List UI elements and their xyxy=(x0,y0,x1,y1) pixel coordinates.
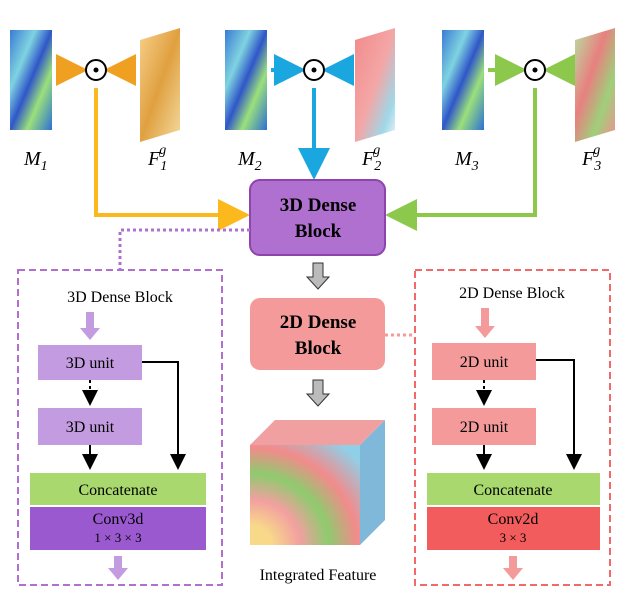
cube-front xyxy=(250,445,360,545)
map-image xyxy=(10,30,52,130)
feature-label: F3g xyxy=(581,143,601,174)
unit-box xyxy=(38,345,142,380)
panel-3d: 3D Dense Block 3D unit 3D unit Concatena… xyxy=(17,269,223,586)
arrow xyxy=(503,556,523,580)
arrow xyxy=(385,88,537,231)
cube-side xyxy=(360,420,385,545)
input-arrows xyxy=(56,54,575,231)
arrow xyxy=(475,308,495,338)
dot xyxy=(93,67,99,73)
map-label: M3 xyxy=(454,148,479,174)
arrow xyxy=(80,312,100,340)
conv-box xyxy=(30,507,206,550)
gray-arrow xyxy=(305,262,331,290)
conv-label: Conv2d xyxy=(488,511,539,528)
block-3d xyxy=(249,179,386,256)
dotted-link xyxy=(118,228,250,270)
dot xyxy=(532,67,538,73)
map-image xyxy=(442,30,484,130)
arrow xyxy=(108,556,128,580)
map-image xyxy=(225,30,267,130)
output-label: Integrated Feature xyxy=(260,567,377,584)
unit-label: 3D unit xyxy=(66,355,115,372)
arrow xyxy=(94,88,250,231)
map-label: M2 xyxy=(237,148,262,174)
feature-image xyxy=(140,28,180,142)
concat-label: Concatenate xyxy=(473,482,552,499)
feature-label: F2g xyxy=(361,143,381,174)
panel-border xyxy=(17,269,223,586)
block-2d xyxy=(250,298,385,370)
odot-centers xyxy=(93,67,538,73)
panel-2d: 2D Dense Block 2D unit 2D unit Concatena… xyxy=(414,269,611,586)
panel-title: 2D Dense Block xyxy=(459,285,565,302)
feature-image xyxy=(575,28,615,142)
feature-image xyxy=(355,28,395,142)
feature-label: F1g xyxy=(147,143,167,174)
cube xyxy=(250,420,385,545)
panel-title: 3D Dense Block xyxy=(67,289,173,306)
unit-label: 3D unit xyxy=(66,419,115,436)
block-3d-label: 3D Dense xyxy=(280,195,357,216)
kernel-label: 3 × 3 xyxy=(500,530,527,545)
unit-box xyxy=(432,408,536,445)
conv-label: Conv3d xyxy=(93,511,144,528)
block-2d-label: Block xyxy=(295,338,342,359)
unit-box xyxy=(432,343,536,380)
gray-arrow xyxy=(305,379,331,407)
panel-border xyxy=(414,269,611,586)
arrow xyxy=(536,359,582,470)
unit-box xyxy=(38,408,142,445)
conv-box xyxy=(427,507,600,550)
unit-label: 2D unit xyxy=(460,354,509,371)
inputs: M1 F1g M2 F2g M3 F3g xyxy=(10,28,615,231)
concat-box xyxy=(427,473,600,505)
dot xyxy=(311,67,317,73)
unit-label: 2D unit xyxy=(460,419,509,436)
arrow xyxy=(142,361,186,470)
block-2d-label: 2D Dense xyxy=(280,312,357,333)
block-3d-label: Block xyxy=(295,221,342,242)
map-label: M1 xyxy=(23,148,48,174)
kernel-label: 1 × 3 × 3 xyxy=(94,530,141,545)
concat-box xyxy=(30,473,206,505)
cube-top xyxy=(250,420,385,445)
concat-label: Concatenate xyxy=(78,482,157,499)
